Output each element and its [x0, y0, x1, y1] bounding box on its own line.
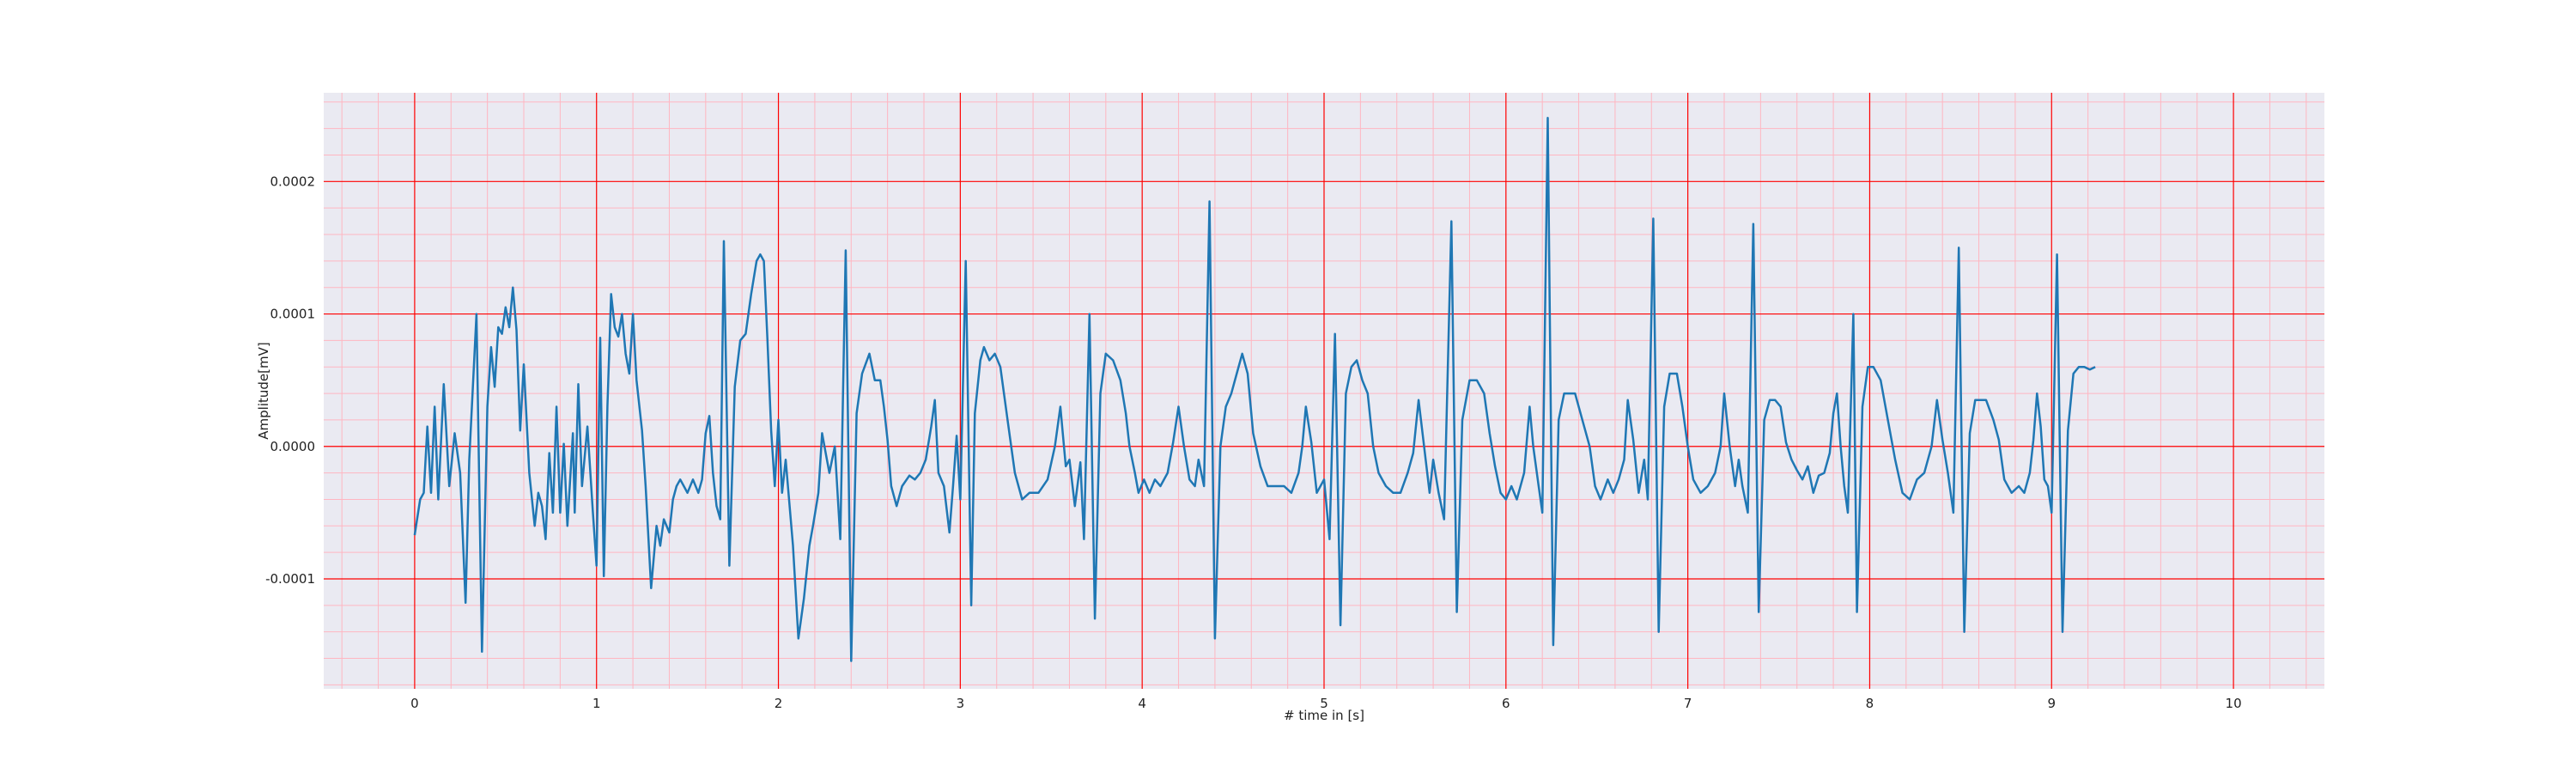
- y-tick-labels: -0.0001 0.0000 0.0001 0.0002: [265, 173, 315, 587]
- x-tick-label: 9: [2047, 696, 2056, 711]
- series-line-signal: [413, 117, 2096, 662]
- x-tick-label: 7: [1684, 696, 1692, 711]
- x-tick-label: 4: [1138, 696, 1146, 711]
- y-tick-label: 0.0002: [270, 173, 316, 189]
- y-tick-label: 0.0001: [270, 307, 316, 322]
- x-tick-label: 2: [775, 696, 783, 711]
- x-axis-label: # time in [s]: [1284, 708, 1364, 723]
- y-tick-label: 0.0000: [270, 439, 316, 454]
- y-tick-label: -0.0001: [265, 571, 315, 587]
- major-grid: [324, 93, 2324, 689]
- x-tick-label: 1: [592, 696, 601, 711]
- x-tick-label: 6: [1502, 696, 1510, 711]
- x-tick-label: 10: [2226, 696, 2242, 711]
- x-tick-label: 0: [410, 696, 419, 711]
- x-tick-label: 8: [1866, 696, 1874, 711]
- y-axis-label: Amplitude[mV]: [256, 342, 271, 439]
- x-tick-label: 5: [1320, 696, 1328, 711]
- x-tick-label: 3: [957, 696, 965, 711]
- x-tick-labels: 0 1 2 3 4 5 6 7 8 9 10: [410, 696, 2242, 711]
